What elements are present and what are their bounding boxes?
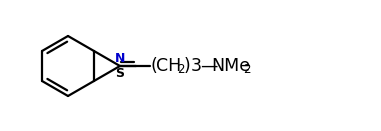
Text: S: S bbox=[115, 67, 125, 80]
Text: 2: 2 bbox=[178, 63, 185, 76]
Text: 3: 3 bbox=[190, 57, 202, 75]
Text: NMe: NMe bbox=[211, 57, 251, 75]
Text: N: N bbox=[115, 52, 125, 65]
Text: ): ) bbox=[184, 57, 191, 75]
Text: —: — bbox=[200, 57, 218, 75]
Text: 2: 2 bbox=[243, 63, 250, 76]
Text: (: ( bbox=[150, 57, 157, 75]
Text: CH: CH bbox=[157, 57, 182, 75]
